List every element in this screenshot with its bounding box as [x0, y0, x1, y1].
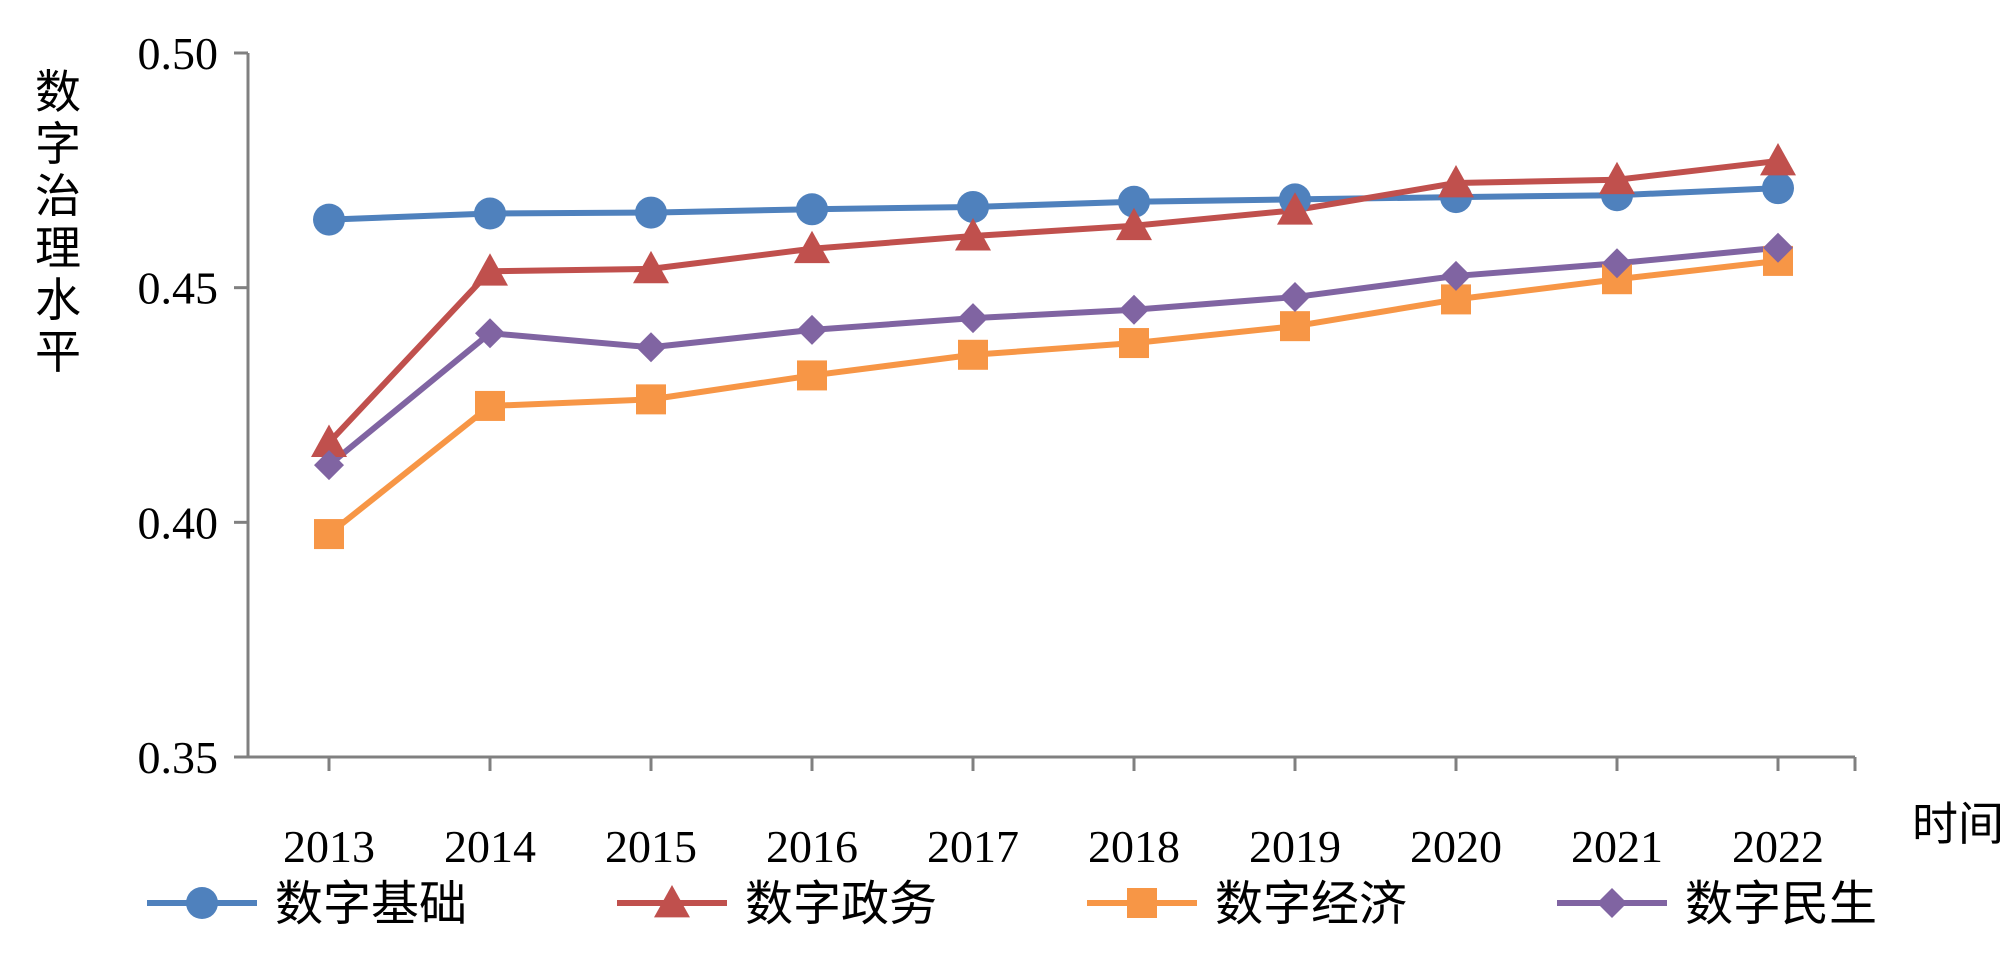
data-point — [1280, 282, 1310, 313]
data-point — [1599, 161, 1635, 195]
series-line-4 — [327, 244, 1779, 468]
series-line-3 — [327, 257, 1779, 537]
data-point — [314, 519, 344, 550]
y-tick-label: 0.45 — [138, 263, 219, 314]
legend-marker-2 — [654, 885, 690, 918]
x-tick-label: 2014 — [444, 821, 536, 872]
x-tick-label: 2020 — [1410, 821, 1502, 872]
data-point — [797, 360, 827, 391]
x-tick-label: 2018 — [1088, 821, 1180, 872]
data-point — [636, 332, 666, 363]
y-tick-label: 0.40 — [138, 497, 219, 548]
x-tick-label: 2015 — [605, 821, 697, 872]
data-point — [1441, 260, 1471, 291]
axes — [246, 53, 1855, 759]
data-point — [314, 450, 344, 481]
y-tick-label: 0.35 — [138, 732, 219, 783]
data-point — [633, 250, 669, 284]
data-point — [1118, 185, 1150, 218]
legend-label-3: 数字经济 — [1215, 878, 1407, 931]
x-tick-label: 2013 — [283, 821, 375, 872]
data-point — [1602, 248, 1632, 279]
data-point — [636, 384, 666, 415]
data-point — [1119, 328, 1149, 359]
data-point — [1763, 232, 1793, 263]
y-tick-label: 0.50 — [138, 28, 219, 79]
legend-label-1: 数字基础 — [275, 878, 467, 931]
x-tick-label: 2022 — [1732, 821, 1824, 872]
series-line-2 — [326, 157, 1779, 445]
data-point — [1116, 207, 1152, 241]
legend-marker-4 — [1597, 888, 1627, 918]
legend-label-4: 数字民生 — [1685, 878, 1877, 931]
data-point — [794, 230, 830, 264]
data-point — [475, 318, 505, 349]
series-lines — [326, 157, 1779, 537]
x-axis-title: 时间 — [1912, 799, 2000, 850]
data-point — [1760, 142, 1796, 176]
data-point — [957, 190, 989, 223]
data-point — [313, 203, 345, 236]
data-point — [796, 193, 828, 226]
legend-marker-1 — [186, 887, 218, 919]
data-point — [1438, 165, 1474, 198]
data-point — [797, 314, 827, 345]
x-tick-label: 2021 — [1571, 821, 1663, 872]
legend-label-2: 数字政务 — [745, 878, 937, 931]
data-point — [635, 196, 667, 229]
data-point — [958, 303, 988, 334]
series-line-1 — [328, 185, 1779, 223]
data-point — [311, 424, 347, 457]
data-point — [472, 253, 508, 286]
data-point — [1280, 311, 1310, 342]
y-axis-title: 数字治理水平 — [35, 67, 81, 378]
data-point — [475, 390, 505, 421]
legend-marker-3 — [1127, 888, 1157, 918]
data-point — [1277, 192, 1313, 225]
data-point — [1119, 294, 1149, 325]
data-point — [1762, 172, 1794, 205]
data-point — [474, 197, 506, 230]
series-markers — [311, 142, 1796, 550]
ticks: 0.35 0.40 0.45 0.50 2013 2014 2015 2016 2017 2018… — [138, 28, 1857, 872]
x-tick-label: 2017 — [927, 821, 1019, 872]
data-point — [958, 339, 988, 370]
data-point — [955, 218, 991, 251]
x-tick-label: 2019 — [1249, 821, 1341, 872]
legend: 数字基础 数字政务 数字经济 数字民生 — [147, 878, 1877, 931]
x-tick-label: 2016 — [766, 821, 858, 872]
